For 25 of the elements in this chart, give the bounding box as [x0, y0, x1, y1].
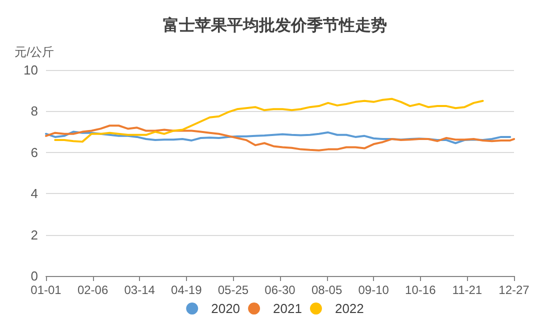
x-tick-label: 11-21 [452, 283, 482, 297]
x-tick-label: 08-05 [311, 283, 342, 297]
x-tick-label: 10-16 [405, 283, 436, 297]
legend-label: 2020 [211, 301, 240, 316]
x-tick-label: 09-10 [358, 283, 390, 297]
chart-title: 富士苹果平均批发价季节性走势 [163, 16, 387, 34]
y-tick-label: 4 [30, 186, 38, 202]
y-tick-label: 10 [24, 62, 38, 78]
x-tick-label: 03-14 [124, 283, 156, 297]
legend-label: 2022 [334, 301, 364, 316]
line-series [45, 130, 512, 144]
line-series [45, 124, 515, 152]
y-tick-label: 2 [30, 227, 38, 242]
y-tick-label: 6 [30, 144, 38, 160]
y-axis-title: 元/公斤 [14, 45, 54, 59]
legend-label: 2021 [273, 301, 302, 316]
y-tick-label: 8 [30, 104, 38, 119]
x-tick-label: 02-06 [77, 283, 108, 297]
x-tick-label: 04-19 [171, 283, 202, 297]
x-tick-label: 01-01 [30, 283, 62, 297]
x-tick-label: 05-25 [218, 283, 249, 297]
line-series [54, 98, 484, 143]
x-tick-label: 12-27 [498, 283, 530, 297]
y-tick-label: 0 [30, 268, 38, 284]
x-tick-label: 06-30 [264, 283, 296, 297]
